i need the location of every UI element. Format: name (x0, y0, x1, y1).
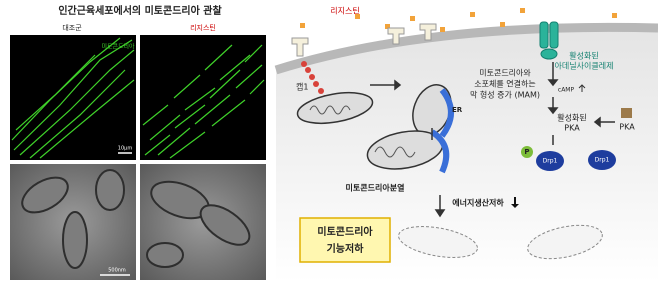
arrow (394, 79, 402, 91)
mito-filaments (142, 44, 233, 126)
em-mitochondria (21, 169, 251, 269)
resistin-molecule (520, 8, 525, 13)
arrow (434, 209, 446, 218)
down-arrow (511, 197, 519, 208)
er (430, 129, 450, 174)
result-text: 기능저하 (327, 242, 365, 255)
pka-label: PKA (619, 123, 635, 132)
fluor-label: 미토콘드리아 (101, 43, 135, 51)
drp1-label: Drp1 (595, 157, 610, 164)
em-mitochondria (62, 211, 88, 269)
cap1-chain (313, 81, 319, 87)
energy-label: 에너지생산저하 (452, 198, 504, 208)
resistin-molecule (300, 8, 617, 32)
resistin-molecule (300, 23, 305, 28)
mito-cristae (309, 105, 351, 115)
cap1-label: 캡1 (296, 82, 308, 92)
scale-label: 500nm (108, 268, 126, 274)
resistin-molecule (355, 14, 360, 19)
panel-label: 대조군 (62, 24, 82, 32)
active-pka-label: 활성화된 (557, 113, 586, 123)
mito-cristae (309, 105, 416, 158)
mito-filaments (157, 64, 263, 156)
mito-filaments (39, 79, 135, 159)
ac-label: 아데닐사이클레제 (555, 61, 614, 71)
mito-filaments (169, 79, 265, 159)
arrow (547, 79, 559, 87)
mitochondrion (296, 84, 452, 170)
active-pka-label: PKA (564, 124, 580, 133)
resistin-molecule (440, 27, 445, 32)
fission-label: 미토콘드리아분열 (346, 183, 405, 193)
mito-filaments (29, 69, 126, 159)
resistin-label: 리지스틴 (330, 6, 359, 16)
ac-label: 활성화된 (569, 51, 598, 61)
cap1-receptor (291, 23, 437, 57)
em-mitochondria (21, 176, 69, 214)
cap1-receptor (419, 23, 437, 41)
adenylyl-cyclase (540, 48, 558, 60)
dysfunctional-mito (398, 226, 478, 258)
mito-filaments (149, 54, 251, 141)
drp1 (588, 150, 616, 170)
drp1 (536, 151, 564, 171)
up-arrow (578, 84, 586, 92)
mito-filaments (144, 44, 263, 156)
adenylyl-cyclase (549, 21, 559, 49)
camp-label: cAMP (558, 87, 575, 94)
phospho (521, 146, 533, 158)
mito-filaments (15, 54, 96, 131)
resistin-molecule (612, 13, 617, 18)
adenylyl-cyclase (539, 21, 549, 49)
em-mitochondria (95, 169, 125, 211)
cap1-receptor (387, 27, 405, 45)
drp1-label: Drp1 (543, 158, 558, 165)
resistin-molecule (470, 12, 475, 17)
em-mitochondria (199, 204, 251, 246)
er-label: ER (452, 106, 463, 114)
em-mitochondria (146, 242, 184, 268)
left-title: 인간근육세포에서의 미토콘드리아 관찰 (58, 4, 222, 17)
mito-filaments (19, 49, 135, 156)
panel-label: 리지스틴 (190, 23, 216, 32)
pka-icon (621, 108, 632, 118)
fluor-image (10, 35, 136, 160)
resistin-molecule (410, 16, 415, 21)
cell-membrane (274, 22, 658, 75)
mito-cristae (374, 146, 416, 158)
arrow (370, 62, 615, 218)
mam-text: 막 형성 증가 (MAM) (470, 90, 540, 100)
cap1-chain (301, 61, 307, 67)
cap1-receptor (291, 37, 309, 57)
arrow (593, 116, 601, 128)
phospho-label: P (524, 148, 529, 156)
scale-label: 10μm (118, 146, 133, 152)
mito-filaments (11, 37, 265, 159)
resistin-molecule (385, 24, 390, 29)
result-box (299, 217, 391, 263)
arrow (547, 107, 559, 115)
mitochondrion (296, 91, 374, 125)
adenylyl-cyclase (539, 21, 559, 60)
mito-filaments (11, 37, 121, 141)
dysfunctional-mito (398, 224, 603, 260)
cap1-chain (318, 88, 324, 94)
cap1-chain (305, 67, 311, 73)
result-text: 미토콘드리아 (317, 225, 373, 238)
resistin-molecule (500, 22, 505, 27)
mam-text: 소포체를 연결하는 (474, 79, 535, 89)
dysfunctional-mito (527, 224, 603, 260)
mam-text: 미토콘드리아와 (479, 68, 531, 78)
cap1-chain (309, 74, 315, 80)
mito-filaments (13, 39, 133, 151)
er (439, 88, 454, 138)
